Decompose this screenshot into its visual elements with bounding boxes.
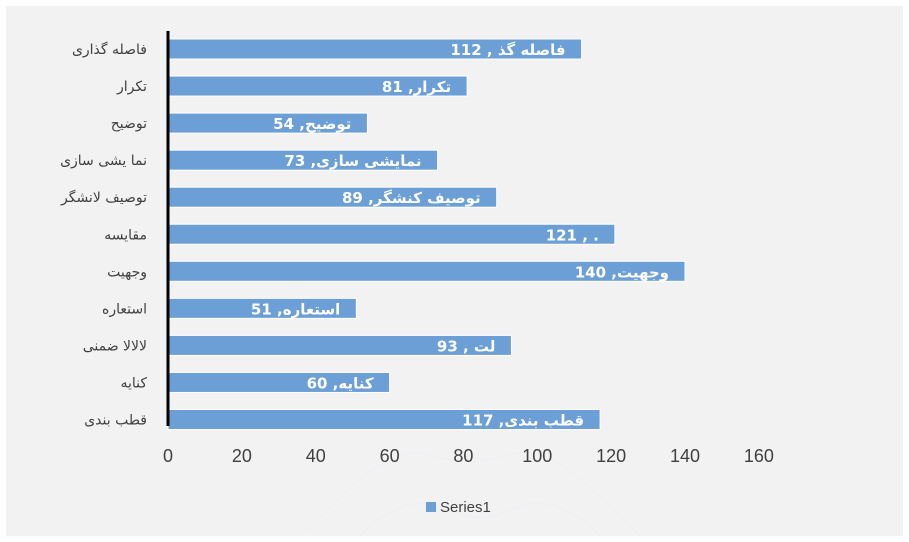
data-label: توضیح, 54 [273, 115, 351, 133]
data-label: توصیف کنشگر, 89 [342, 189, 481, 207]
x-tick-label: 160 [744, 446, 774, 466]
x-tick-label: 140 [670, 446, 700, 466]
category-label: لالالا ضمنی [83, 338, 147, 354]
category-label: مقایسه [104, 227, 147, 243]
x-tick-label: 0 [163, 446, 173, 466]
category-label: تکرار [116, 79, 147, 95]
data-label: 121 , . [546, 226, 599, 244]
data-label: قطب بندی, 117 [462, 412, 584, 430]
data-label: 93 , لت [437, 337, 496, 355]
legend-label: Series1 [440, 499, 491, 516]
category-label: وجهیت [107, 264, 147, 280]
x-tick-label: 20 [232, 446, 252, 466]
data-labels: فاصله گذ , 112 تکرار, 81 توضیح, 54 نمایشی س… [251, 41, 669, 430]
data-label: تکرار, 81 [382, 78, 451, 96]
data-label: استعاره, 51 [251, 300, 340, 318]
x-tick-label: 40 [306, 446, 326, 466]
category-label: نما یشی سازی [60, 153, 147, 169]
x-tick-label: 120 [596, 446, 626, 466]
watermark [299, 451, 641, 537]
category-label: کنایه [120, 375, 147, 391]
category-label: توصیف لانشگر [60, 189, 147, 206]
data-label: کنایه, 60 [307, 374, 374, 392]
x-tick-label: 80 [453, 446, 473, 466]
category-axis-labels: فاصله گذاری تکرار توضیح نما یشی سازی توصیف ل… [60, 41, 147, 429]
category-label: قطب بندی [84, 413, 147, 429]
x-tick-label: 60 [380, 446, 400, 466]
category-label: فاصله گذاری [72, 41, 147, 58]
data-label: فاصله گذ , 112 [450, 41, 565, 59]
x-tick-label: 100 [522, 446, 552, 466]
value-axis-tick-labels: 0 20 40 60 80 100 120 140 160 [163, 446, 774, 466]
legend: Series1 [426, 499, 491, 516]
category-label: استعاره [102, 301, 147, 317]
legend-swatch [426, 502, 436, 512]
category-label: توضیح [111, 116, 147, 132]
data-label: وجهیت, 140 [575, 263, 669, 281]
data-label: نمایشی سازی, 73 [284, 152, 421, 170]
